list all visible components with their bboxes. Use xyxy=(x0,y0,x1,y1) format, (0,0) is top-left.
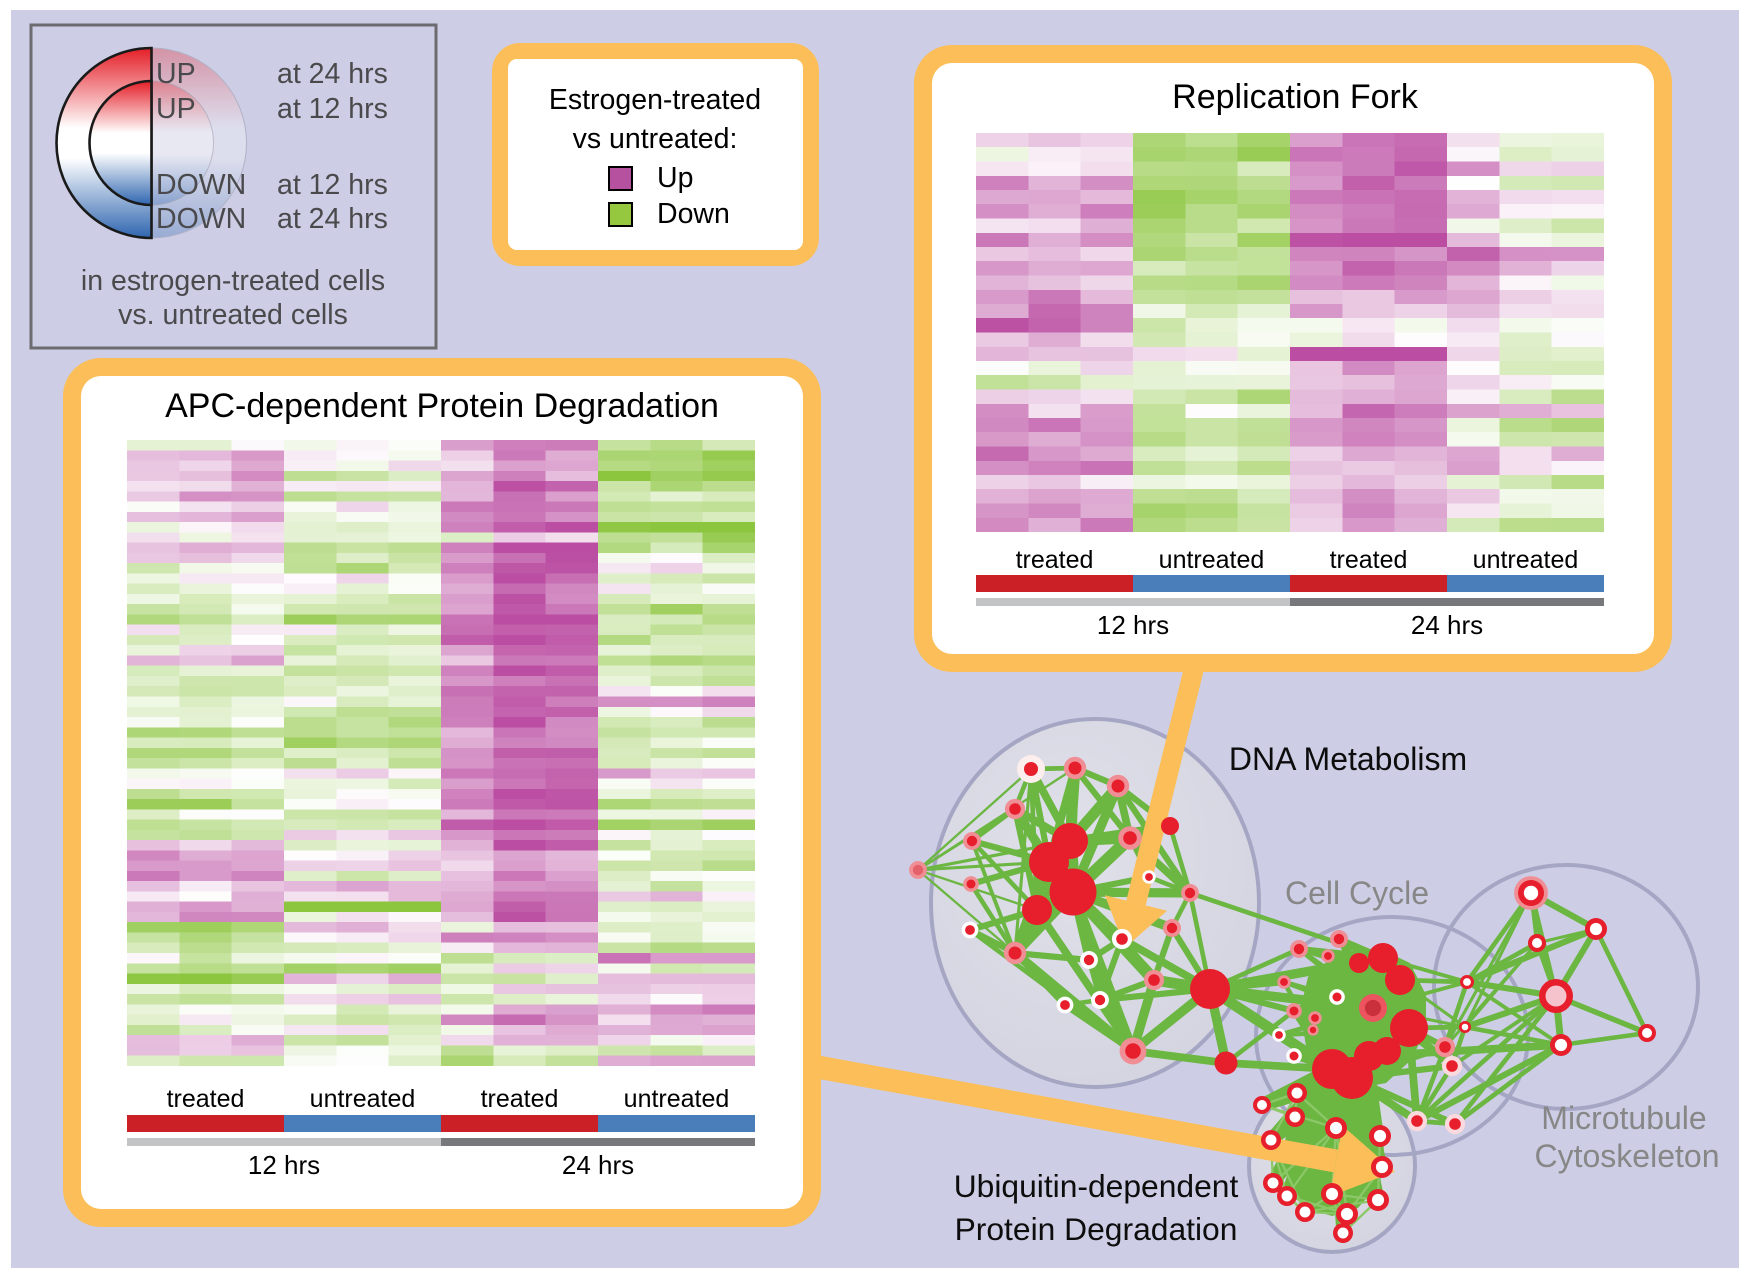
svg-text:treated: treated xyxy=(167,1085,245,1113)
svg-text:untreated: untreated xyxy=(1473,546,1579,574)
svg-text:24 hrs: 24 hrs xyxy=(1411,610,1483,640)
svg-text:Microtubule: Microtubule xyxy=(1541,1100,1706,1136)
svg-text:Cell Cycle: Cell Cycle xyxy=(1285,875,1429,911)
svg-text:DNA Metabolism: DNA Metabolism xyxy=(1229,741,1467,777)
svg-text:UP: UP xyxy=(156,93,196,125)
svg-text:Estrogen-treated: Estrogen-treated xyxy=(549,84,761,116)
svg-text:treated: treated xyxy=(481,1085,559,1113)
svg-text:24 hrs: 24 hrs xyxy=(562,1150,634,1180)
svg-text:Replication Fork: Replication Fork xyxy=(1172,78,1419,116)
svg-text:vs. untreated cells: vs. untreated cells xyxy=(118,299,348,331)
svg-text:12 hrs: 12 hrs xyxy=(1097,610,1169,640)
svg-text:at 24 hrs: at 24 hrs xyxy=(277,203,388,235)
svg-text:at 12 hrs: at 12 hrs xyxy=(277,169,388,201)
svg-text:APC-dependent Protein Degradat: APC-dependent Protein Degradation xyxy=(165,387,719,425)
svg-text:DOWN: DOWN xyxy=(156,203,246,235)
svg-text:Ubiquitin-dependent: Ubiquitin-dependent xyxy=(954,1168,1239,1204)
svg-text:Down: Down xyxy=(657,198,730,230)
svg-text:UP: UP xyxy=(156,58,196,90)
svg-text:untreated: untreated xyxy=(1159,546,1265,574)
svg-text:treated: treated xyxy=(1016,546,1094,574)
svg-text:treated: treated xyxy=(1330,546,1408,574)
svg-text:untreated: untreated xyxy=(624,1085,730,1113)
svg-text:untreated: untreated xyxy=(310,1085,416,1113)
svg-text:12 hrs: 12 hrs xyxy=(248,1150,320,1180)
svg-text:Up: Up xyxy=(657,162,693,194)
svg-text:at 12 hrs: at 12 hrs xyxy=(277,93,388,125)
svg-text:in estrogen-treated cells: in estrogen-treated cells xyxy=(81,265,385,297)
svg-text:Cytoskeleton: Cytoskeleton xyxy=(1535,1138,1720,1174)
svg-text:DOWN: DOWN xyxy=(156,169,246,201)
svg-text:at 24 hrs: at 24 hrs xyxy=(277,58,388,90)
svg-text:Protein Degradation: Protein Degradation xyxy=(955,1211,1238,1247)
svg-text:vs untreated:: vs untreated: xyxy=(573,123,738,155)
